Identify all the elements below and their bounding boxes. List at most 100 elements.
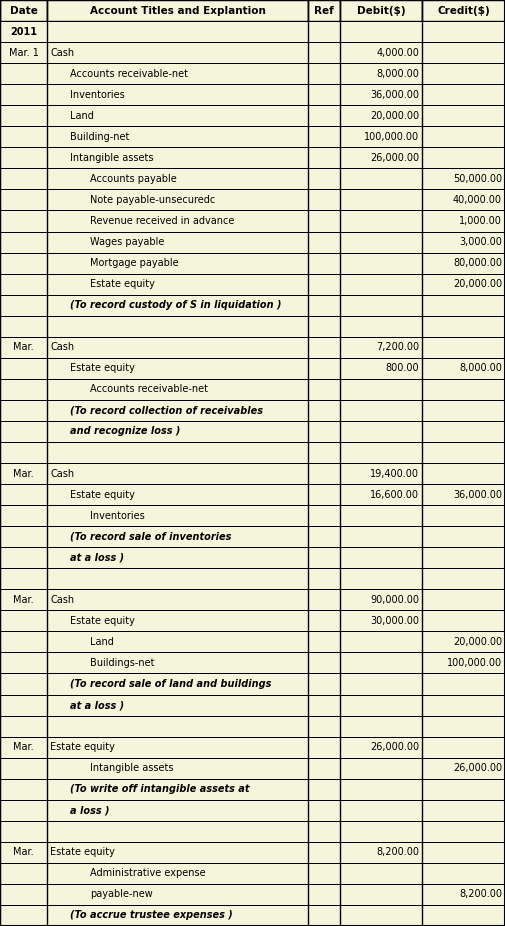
Text: Mar.: Mar. — [14, 343, 34, 352]
Text: 3,000.00: 3,000.00 — [459, 237, 502, 247]
Text: Wages payable: Wages payable — [90, 237, 165, 247]
Bar — [0, 357, 47, 379]
Text: Intangible assets: Intangible assets — [71, 153, 154, 163]
Bar — [0, 126, 47, 147]
Bar — [340, 400, 422, 421]
Bar — [422, 800, 505, 820]
Bar — [308, 442, 340, 463]
Bar — [340, 147, 422, 169]
Bar — [422, 716, 505, 736]
Bar — [308, 863, 340, 884]
Bar — [340, 63, 422, 84]
Bar — [0, 653, 47, 673]
Text: a loss ): a loss ) — [71, 806, 110, 815]
Bar — [340, 357, 422, 379]
Bar — [308, 169, 340, 190]
Bar — [47, 379, 308, 400]
Text: 100,000.00: 100,000.00 — [364, 131, 419, 142]
Bar — [340, 126, 422, 147]
Text: 20,000.00: 20,000.00 — [453, 637, 502, 647]
Bar — [340, 905, 422, 926]
Bar — [0, 632, 47, 653]
Bar — [308, 126, 340, 147]
Bar — [47, 210, 308, 232]
Text: 20,000.00: 20,000.00 — [453, 279, 502, 289]
Bar — [308, 484, 340, 505]
Bar — [340, 379, 422, 400]
Bar — [308, 273, 340, 294]
Bar — [0, 736, 47, 757]
Bar — [0, 673, 47, 694]
Bar — [47, 169, 308, 190]
Bar — [422, 484, 505, 505]
Bar — [47, 842, 308, 863]
Bar — [340, 842, 422, 863]
Text: Debit($): Debit($) — [357, 6, 406, 16]
Bar — [308, 757, 340, 779]
Bar — [308, 210, 340, 232]
Bar — [47, 147, 308, 169]
Bar — [308, 589, 340, 610]
Text: 36,000.00: 36,000.00 — [370, 90, 419, 100]
Text: 7,200.00: 7,200.00 — [376, 343, 419, 352]
Bar — [422, 21, 505, 42]
Text: (To record collection of receivables: (To record collection of receivables — [71, 406, 264, 416]
Bar — [47, 294, 308, 316]
Text: Inventories: Inventories — [71, 90, 125, 100]
Bar — [340, 589, 422, 610]
Bar — [340, 169, 422, 190]
Bar — [422, 589, 505, 610]
Bar — [422, 294, 505, 316]
Bar — [422, 337, 505, 357]
Bar — [422, 210, 505, 232]
Bar — [422, 694, 505, 716]
Text: payable-new: payable-new — [90, 890, 153, 899]
Bar — [0, 547, 47, 569]
Text: 4,000.00: 4,000.00 — [376, 47, 419, 57]
Bar — [340, 820, 422, 842]
Bar — [47, 21, 308, 42]
Bar — [47, 63, 308, 84]
Bar — [422, 673, 505, 694]
Text: 1,000.00: 1,000.00 — [459, 216, 502, 226]
Bar — [0, 253, 47, 273]
Bar — [0, 694, 47, 716]
Bar — [340, 337, 422, 357]
Text: Cash: Cash — [50, 594, 75, 605]
Text: Estate equity: Estate equity — [71, 363, 135, 373]
Text: at a loss ): at a loss ) — [71, 553, 125, 563]
Bar — [340, 253, 422, 273]
Bar — [422, 442, 505, 463]
Text: Administrative expense: Administrative expense — [90, 869, 206, 879]
Bar — [308, 421, 340, 442]
Bar — [340, 0, 422, 21]
Text: 26,000.00: 26,000.00 — [370, 742, 419, 752]
Bar — [47, 820, 308, 842]
Bar — [340, 84, 422, 106]
Bar — [308, 21, 340, 42]
Bar — [340, 505, 422, 526]
Bar — [0, 842, 47, 863]
Bar — [0, 421, 47, 442]
Bar — [0, 526, 47, 547]
Bar — [308, 0, 340, 21]
Bar — [47, 694, 308, 716]
Bar — [47, 547, 308, 569]
Text: 8,200.00: 8,200.00 — [459, 890, 502, 899]
Bar — [340, 653, 422, 673]
Bar — [47, 400, 308, 421]
Text: 20,000.00: 20,000.00 — [370, 111, 419, 120]
Text: 8,200.00: 8,200.00 — [376, 847, 419, 857]
Bar — [47, 484, 308, 505]
Text: Buildings-net: Buildings-net — [90, 658, 155, 668]
Bar — [308, 905, 340, 926]
Bar — [340, 316, 422, 337]
Text: Estate equity: Estate equity — [50, 847, 115, 857]
Bar — [0, 379, 47, 400]
Bar — [0, 400, 47, 421]
Bar — [422, 736, 505, 757]
Bar — [422, 526, 505, 547]
Bar — [0, 716, 47, 736]
Text: at a loss ): at a loss ) — [71, 700, 125, 710]
Bar — [340, 673, 422, 694]
